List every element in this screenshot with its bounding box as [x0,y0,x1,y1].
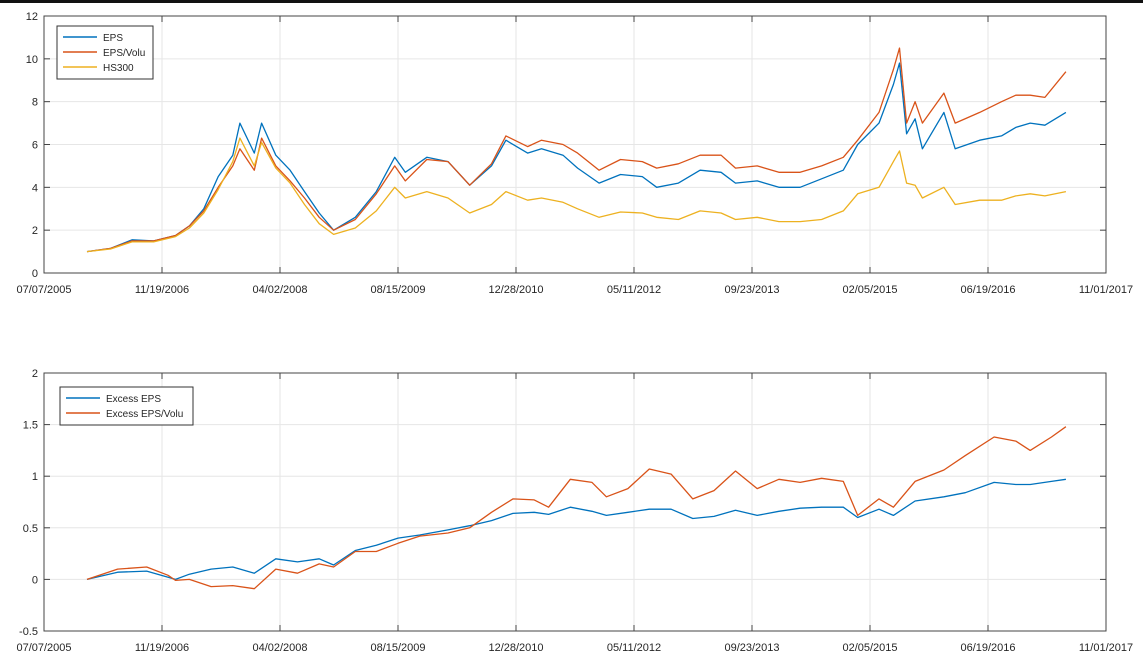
y-tick-label: 0 [32,574,38,586]
axes-box [43,15,1107,274]
x-tick-label: 04/02/2008 [252,642,307,654]
x-tick-label: 05/11/2012 [607,642,661,654]
plot-area [44,373,1106,631]
series-line-excess-eps-volu [86,426,1067,590]
chart-1: 0 2 4 6 8 10 12 07/07/2005 11/19/2006 04/02/2008 0… [16,11,1133,296]
x-tick-label: 02/05/2015 [842,642,897,654]
x-tick-label: 11/01/2017 [1079,284,1133,296]
y-tick-label: 0 [32,268,38,280]
series-line-hs300 [86,137,1067,253]
y-tick-label: 2 [32,225,38,237]
x-tick-label: 06/19/2016 [960,642,1015,654]
x-tick-label: 09/23/2013 [724,642,779,654]
x-tick-label: 12/28/2010 [488,284,543,296]
y-tick-label: 12 [26,11,38,23]
y-tick-label: 6 [32,140,38,152]
y-tick-label: 10 [26,54,38,66]
series-line-eps-volu [86,47,1067,253]
top-border [0,0,1143,3]
series-line-eps [86,62,1067,253]
x-tick-label: 07/07/2005 [16,642,71,654]
legend-box [59,386,194,426]
x-tick-label: 11/19/2006 [135,284,189,296]
x-tick-label: 04/02/2008 [252,284,307,296]
series-line-excess-eps [86,478,1066,581]
y-tick-label: 1.5 [23,420,38,432]
legend: Excess EPS Excess EPS/Volu [59,386,194,426]
x-tick-label: 07/07/2005 [16,284,71,296]
y-tick-label: 4 [32,182,38,194]
y-tick-label: 2 [32,368,38,380]
x-tick-label: 02/05/2015 [842,284,897,296]
x-tick-label: 06/19/2016 [960,284,1015,296]
chart-2: -0.5 0 0.5 1 1.5 2 07/07/2005 11/19/2006 04/02/2… [16,368,1133,654]
x-tick-label: 11/19/2006 [135,642,189,654]
legend: EPS EPS/Volu HS300 [56,25,154,80]
x-tick-label: 11/01/2017 [1079,642,1133,654]
legend-label: Excess EPS/Volu [106,409,183,420]
x-tick-label: 08/15/2009 [370,642,425,654]
legend-label: EPS/Volu [103,48,145,59]
axes-box [43,372,1107,632]
y-tick-label: 8 [32,97,38,109]
x-tick-label: 08/15/2009 [370,284,425,296]
legend-label: Excess EPS [106,394,161,405]
x-tick-label: 12/28/2010 [488,642,543,654]
x-tick-label: 05/11/2012 [607,284,661,296]
legend-label: EPS [103,33,123,44]
x-tick-label: 09/23/2013 [724,284,779,296]
legend-label: HS300 [103,63,134,74]
y-tick-label: 0.5 [23,523,38,535]
y-tick-label: -0.5 [19,626,38,638]
y-tick-label: 1 [32,471,38,483]
